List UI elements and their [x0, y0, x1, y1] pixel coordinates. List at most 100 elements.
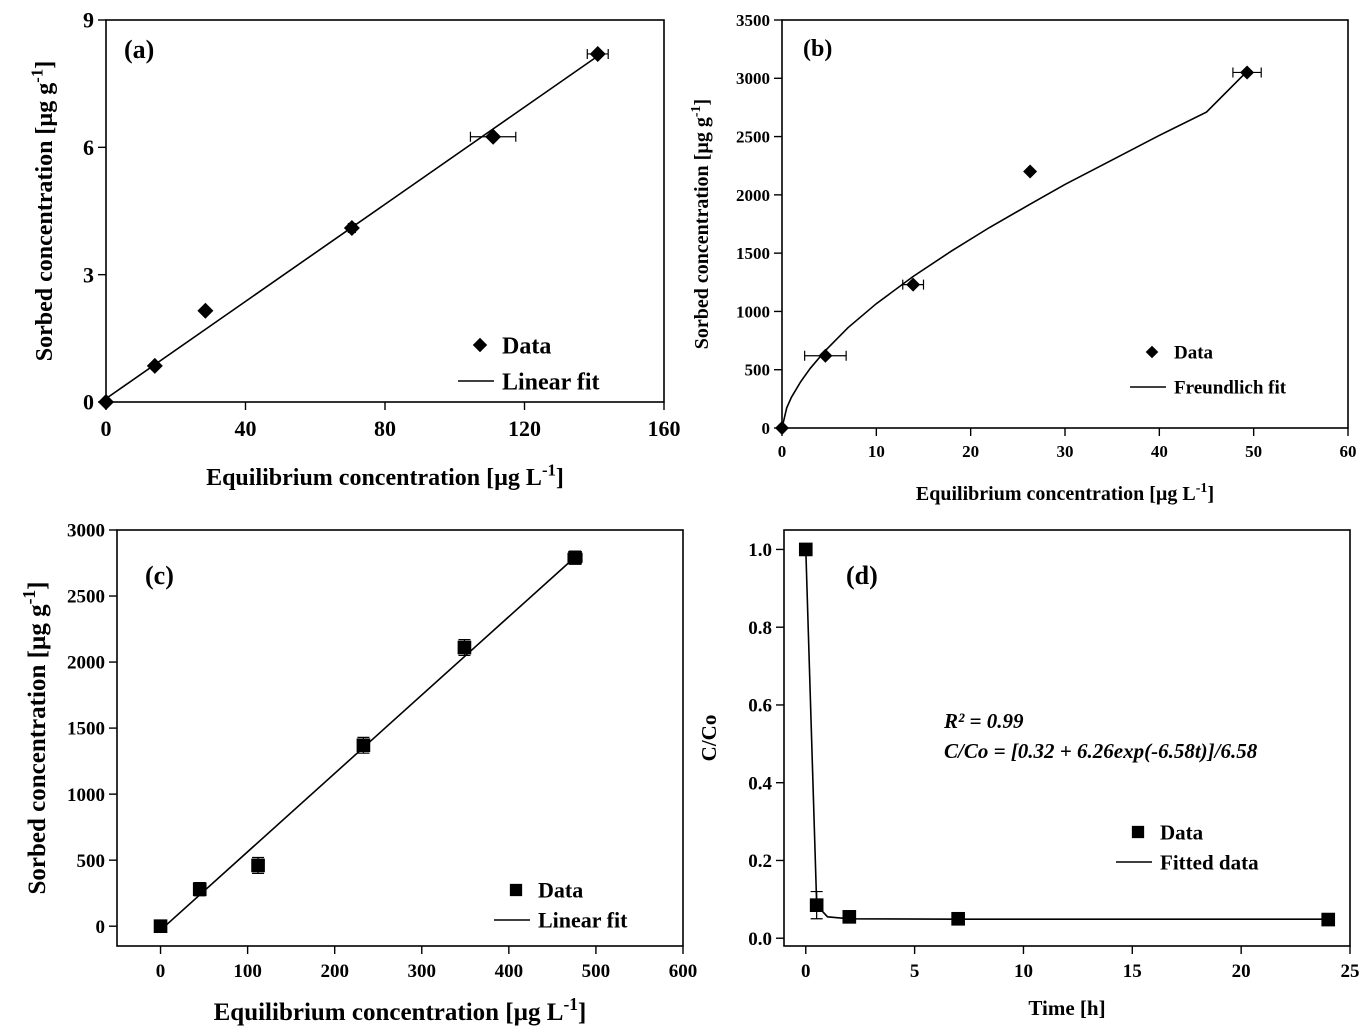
y-tick-label: 3000	[67, 521, 105, 542]
chart-panel-2: 0 10 20 30 40 50 60 0 500 1000 1500 2000 2500 3000 350…	[689, 11, 1357, 505]
x-tick-label: 40	[235, 416, 257, 441]
y-tick-label: 0	[762, 419, 771, 438]
data-point	[98, 394, 114, 410]
data-point	[818, 348, 833, 363]
legend: Data Linear fit	[458, 333, 600, 395]
x-tick-label: 20	[1232, 961, 1251, 982]
y-tick-label: 2000	[67, 653, 105, 674]
x-tick-label: 300	[408, 961, 437, 982]
data-point	[153, 919, 168, 934]
x-tick-label: 80	[374, 416, 396, 441]
legend: Data Freundlich fit	[1130, 343, 1287, 399]
y-tick-label: 0.6	[748, 696, 772, 717]
y-tick-label: 0.4	[748, 773, 772, 794]
y-tick-label: 0.2	[748, 851, 772, 872]
chart-panel-3: 0 100 200 300 400 500 600 0 500 1000 1500 2000 2500 3…	[19, 521, 697, 1026]
plot-frame	[116, 529, 684, 947]
panel-label: (b)	[803, 36, 832, 62]
y-tick-label: 500	[77, 851, 106, 872]
x-tick-label: 100	[233, 961, 262, 982]
legend-entry-label: Linear fit	[538, 908, 628, 933]
y-tick-label: 3000	[736, 69, 770, 88]
y-tick-label: 1000	[67, 785, 105, 806]
x-tick-label: 160	[648, 416, 681, 441]
x-axis-label: Time [h]	[1028, 996, 1105, 1020]
x-tick-label: 0	[801, 961, 811, 982]
legend-marker-swatch	[1131, 825, 1145, 839]
panel-label: (a)	[124, 35, 154, 64]
x-axis-label: Equilibrium concentration [µg L-1]	[214, 994, 587, 1026]
y-tick-label: 1500	[736, 244, 770, 263]
plot-frame	[783, 529, 1351, 947]
panel-label: (c)	[145, 561, 174, 590]
x-tick-label: 120	[508, 416, 541, 441]
legend-marker-swatch	[509, 883, 523, 897]
fit-equation-annotation: R² = 0.99	[943, 709, 1024, 733]
x-tick-label: 20	[962, 442, 979, 461]
data-point	[1321, 912, 1336, 927]
x-tick-label: 40	[1151, 442, 1168, 461]
y-tick-label: 9	[83, 8, 94, 33]
x-tick-label: 50	[1245, 442, 1262, 461]
y-tick-label: 0	[96, 917, 106, 938]
y-tick-label: 0	[83, 390, 94, 415]
legend-entry-label: Data	[538, 878, 583, 903]
legend-entry-label: Freundlich fit	[1174, 378, 1287, 399]
y-tick-label: 1.0	[748, 540, 772, 561]
x-tick-label: 10	[1014, 961, 1033, 982]
legend-entry-label: Fitted data	[1160, 850, 1259, 874]
legend-entry-label: Data	[1160, 820, 1204, 844]
legend: Data Fitted data	[1116, 820, 1259, 874]
y-tick-label: 3500	[736, 11, 770, 30]
x-axis-label: Equilibrium concentration [µg L-1]	[206, 460, 564, 491]
x-axis-label: Equilibrium concentration [µg L-1]	[916, 481, 1214, 505]
legend-marker-swatch	[1145, 345, 1159, 359]
y-tick-label: 6	[83, 135, 94, 160]
x-tick-label: 400	[495, 961, 524, 982]
y-axis-label: C/Co	[697, 715, 721, 762]
legend-marker-swatch	[472, 337, 488, 353]
data-point	[197, 302, 214, 319]
data-point	[1023, 164, 1038, 179]
y-tick-label: 1500	[67, 719, 105, 740]
y-tick-label: 2000	[736, 186, 770, 205]
y-tick-label: 0.0	[748, 929, 772, 950]
legend-entry-label: Linear fit	[502, 369, 600, 395]
x-tick-label: 600	[669, 961, 698, 982]
x-tick-label: 0	[778, 442, 787, 461]
x-tick-label: 25	[1341, 961, 1360, 982]
x-tick-label: 10	[868, 442, 885, 461]
data-point	[906, 277, 921, 292]
y-axis-label: Sorbed concentration [µg g-1]	[27, 61, 58, 361]
y-tick-label: 3	[83, 262, 94, 287]
legend: Data Linear fit	[494, 878, 628, 933]
plot-frame	[105, 19, 665, 403]
plot-frame	[781, 19, 1349, 429]
panel-label: (d)	[846, 561, 878, 590]
x-tick-label: 500	[582, 961, 611, 982]
chart-panel-4: 0 5 10 15 20 25 0.0 0.2 0.4 0.6 0.8 1.0 Time [h] C/Co…	[697, 529, 1360, 1020]
data-point	[457, 640, 472, 655]
x-tick-label: 0	[156, 961, 166, 982]
y-tick-label: 2500	[736, 128, 770, 147]
data-point	[485, 128, 502, 145]
chart-panel-1: 0 40 80 120 160 0 3 6 9 Equilibrium concentration…	[27, 8, 680, 491]
fit-line	[781, 70, 1248, 429]
data-point	[251, 858, 265, 873]
y-tick-label: 1000	[736, 302, 770, 321]
fit-equation-annotation: C/Co = [0.32 + 6.26exp(-6.58t)]/6.58	[944, 739, 1258, 763]
x-tick-label: 30	[1057, 442, 1074, 461]
x-tick-label: 15	[1123, 961, 1142, 982]
y-axis-label: Sorbed concentration [µg g-1]	[19, 582, 51, 895]
legend-entry-label: Data	[1174, 343, 1214, 364]
y-tick-label: 2500	[67, 587, 105, 608]
legend-entry-label: Data	[502, 333, 551, 359]
x-tick-label: 200	[320, 961, 349, 982]
data-point	[842, 910, 857, 924]
y-tick-label: 500	[745, 361, 771, 380]
x-tick-label: 5	[910, 961, 920, 982]
fit-line	[805, 549, 1329, 920]
y-axis-label: Sorbed concentration [µg g-1]	[689, 99, 713, 349]
fit-line	[159, 556, 576, 931]
